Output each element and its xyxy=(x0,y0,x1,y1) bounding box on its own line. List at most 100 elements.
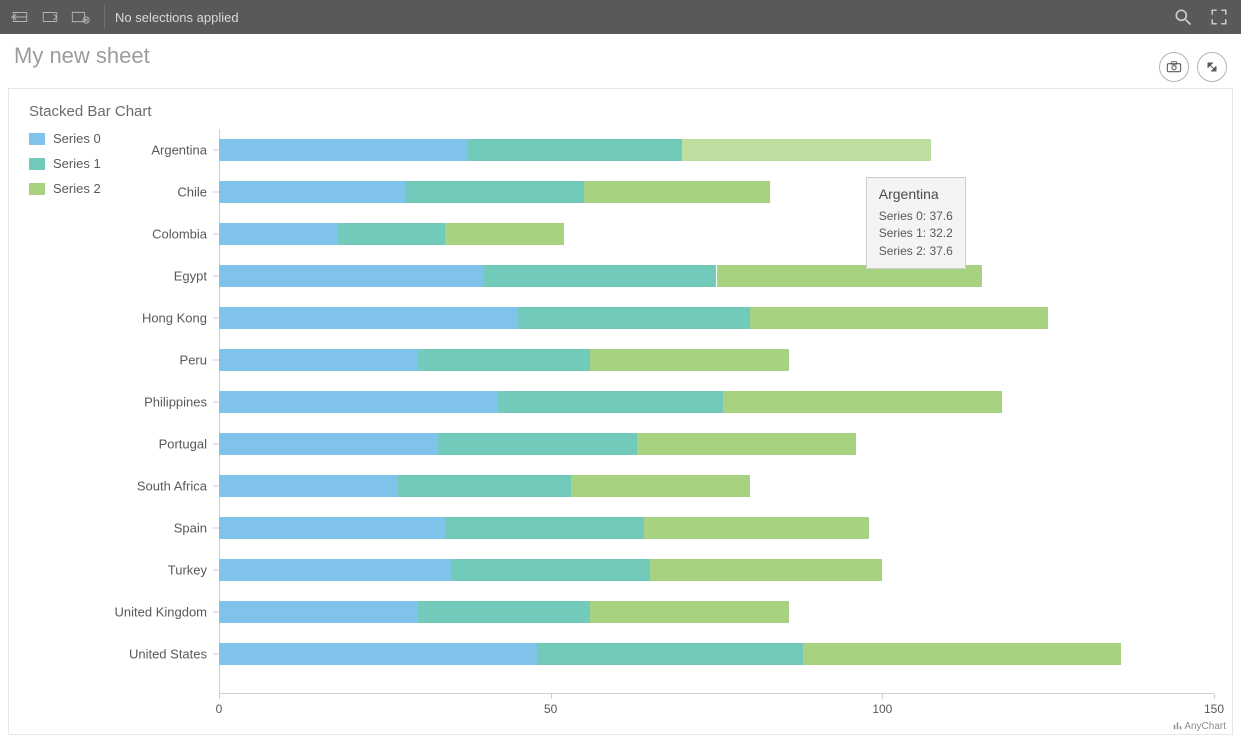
bar-segment-series-2[interactable] xyxy=(682,139,931,161)
bar-row[interactable]: Hong Kong xyxy=(219,307,1214,329)
bar-segment-series-0[interactable] xyxy=(219,223,338,245)
legend-label: Series 2 xyxy=(53,181,101,196)
toolbar-divider xyxy=(104,5,105,29)
selections-toolbar: No selections applied xyxy=(0,0,1241,34)
forward-icon[interactable] xyxy=(38,5,62,29)
bar-row[interactable]: Philippines xyxy=(219,391,1214,413)
bar-segment-series-2[interactable] xyxy=(803,643,1121,665)
bar-row[interactable]: Turkey xyxy=(219,559,1214,581)
snapshot-button[interactable] xyxy=(1159,52,1189,82)
search-icon[interactable] xyxy=(1169,3,1197,31)
y-axis-label: Hong Kong xyxy=(142,311,219,326)
legend-label: Series 1 xyxy=(53,156,101,171)
bar-segment-series-1[interactable] xyxy=(484,265,716,287)
bar-row[interactable]: Colombia xyxy=(219,223,1214,245)
bar-segment-series-0[interactable] xyxy=(219,601,418,623)
x-tick xyxy=(882,694,883,699)
bar-segment-series-2[interactable] xyxy=(723,391,1002,413)
bar-segment-series-1[interactable] xyxy=(438,433,637,455)
bar-segment-series-1[interactable] xyxy=(418,601,590,623)
expand-button[interactable] xyxy=(1197,52,1227,82)
selection-status-text: No selections applied xyxy=(115,10,239,25)
legend-item[interactable]: Series 2 xyxy=(29,181,101,196)
y-axis-label: United States xyxy=(129,647,219,662)
x-tick xyxy=(219,694,220,699)
bar-segment-series-1[interactable] xyxy=(518,307,750,329)
bar-row[interactable]: Egypt xyxy=(219,265,1214,287)
bar-segment-series-1[interactable] xyxy=(468,139,682,161)
clear-selections-icon[interactable] xyxy=(68,5,92,29)
attribution-text: AnyChart xyxy=(1184,721,1226,732)
tooltip-line: Series 0: 37.6 xyxy=(879,208,953,225)
bar-segment-series-1[interactable] xyxy=(537,643,802,665)
y-axis-label: Spain xyxy=(174,521,219,536)
bar-segment-series-2[interactable] xyxy=(750,307,1049,329)
y-axis-label: Argentina xyxy=(151,143,219,158)
bar-row[interactable]: South Africa xyxy=(219,475,1214,497)
bar-segment-series-1[interactable] xyxy=(418,349,590,371)
bar-segment-series-0[interactable] xyxy=(219,307,518,329)
x-axis-label: 150 xyxy=(1204,702,1224,716)
chart-title: Stacked Bar Chart xyxy=(29,103,152,120)
legend-item[interactable]: Series 0 xyxy=(29,131,101,146)
sheet-title-row: My new sheet xyxy=(0,34,1241,78)
bar-row[interactable]: Argentina xyxy=(219,139,1214,161)
tooltip-line: Series 1: 32.2 xyxy=(879,225,953,242)
legend-swatch-0 xyxy=(29,133,45,145)
bar-segment-series-0[interactable] xyxy=(219,517,445,539)
bar-segment-series-0[interactable] xyxy=(219,139,468,161)
bar-segment-series-2[interactable] xyxy=(445,223,564,245)
chart-attribution: AnyChart xyxy=(1173,721,1226,732)
bar-row[interactable]: Spain xyxy=(219,517,1214,539)
y-axis-label: South Africa xyxy=(137,479,219,494)
chart-legend: Series 0 Series 1 Series 2 xyxy=(29,131,101,206)
bar-segment-series-1[interactable] xyxy=(405,181,584,203)
x-axis-label: 0 xyxy=(216,702,223,716)
bar-row[interactable]: Peru xyxy=(219,349,1214,371)
back-icon[interactable] xyxy=(8,5,32,29)
bar-segment-series-0[interactable] xyxy=(219,181,405,203)
y-axis-label: Peru xyxy=(180,353,219,368)
bar-segment-series-1[interactable] xyxy=(451,559,650,581)
bar-segment-series-2[interactable] xyxy=(650,559,882,581)
bar-segment-series-0[interactable] xyxy=(219,475,398,497)
bar-segment-series-1[interactable] xyxy=(498,391,724,413)
bar-segment-series-2[interactable] xyxy=(590,349,789,371)
y-axis-label: Colombia xyxy=(152,227,219,242)
x-axis-line xyxy=(219,693,1214,694)
bar-segment-series-2[interactable] xyxy=(584,181,770,203)
y-axis-label: Turkey xyxy=(168,563,219,578)
x-axis-label: 50 xyxy=(544,702,557,716)
bar-segment-series-1[interactable] xyxy=(445,517,644,539)
bar-segment-series-0[interactable] xyxy=(219,265,484,287)
bar-segment-series-2[interactable] xyxy=(637,433,856,455)
y-axis-label: Chile xyxy=(177,185,219,200)
bar-segment-series-0[interactable] xyxy=(219,391,498,413)
bar-segment-series-0[interactable] xyxy=(219,559,451,581)
x-tick xyxy=(551,694,552,699)
bar-row[interactable]: Chile xyxy=(219,181,1214,203)
bar-segment-series-0[interactable] xyxy=(219,349,418,371)
bar-row[interactable]: Portugal xyxy=(219,433,1214,455)
bar-segment-series-1[interactable] xyxy=(338,223,444,245)
bar-segment-series-0[interactable] xyxy=(219,433,438,455)
chart-panel: Stacked Bar Chart Series 0 Series 1 Seri… xyxy=(8,88,1233,735)
chart-plot-area[interactable]: Argentina Chile Colombia Egypt Hong Kong Peru… xyxy=(219,129,1214,694)
bar-segment-series-2[interactable] xyxy=(590,601,789,623)
fullscreen-icon[interactable] xyxy=(1205,3,1233,31)
object-actions xyxy=(1159,52,1227,82)
bar-segment-series-2[interactable] xyxy=(644,517,870,539)
y-axis-label: Portugal xyxy=(159,437,219,452)
bar-row[interactable]: United States xyxy=(219,643,1214,665)
bar-row[interactable]: United Kingdom xyxy=(219,601,1214,623)
legend-swatch-1 xyxy=(29,158,45,170)
x-tick xyxy=(1214,694,1215,699)
bar-segment-series-0[interactable] xyxy=(219,643,537,665)
y-axis-label: Philippines xyxy=(144,395,219,410)
legend-swatch-2 xyxy=(29,183,45,195)
tooltip-line: Series 2: 37.6 xyxy=(879,243,953,260)
bar-segment-series-1[interactable] xyxy=(398,475,570,497)
bar-segment-series-2[interactable] xyxy=(571,475,750,497)
legend-item[interactable]: Series 1 xyxy=(29,156,101,171)
y-axis-label: United Kingdom xyxy=(115,605,220,620)
